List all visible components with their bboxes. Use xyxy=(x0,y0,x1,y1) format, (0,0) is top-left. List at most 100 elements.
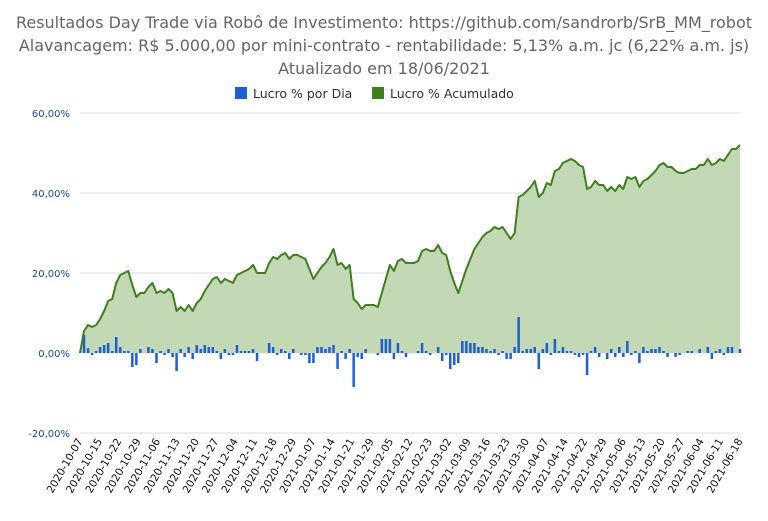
daily-bar xyxy=(493,349,496,353)
daily-bar xyxy=(489,351,492,353)
title-line-2: Alavancagem: R$ 5.000,00 por mini-contra… xyxy=(19,36,749,55)
daily-bar xyxy=(300,353,303,355)
daily-bar xyxy=(461,341,464,353)
daily-bar xyxy=(440,353,444,361)
daily-bar xyxy=(90,353,94,355)
daily-bar xyxy=(646,351,649,353)
daily-bar xyxy=(288,353,291,359)
daily-bar xyxy=(215,351,219,353)
accumulated-area xyxy=(80,145,740,353)
daily-bar xyxy=(465,341,468,353)
y-tick-label: 40,00% xyxy=(32,189,70,200)
daily-bar xyxy=(384,339,388,353)
daily-bar xyxy=(513,347,516,353)
legend: Lucro % por Dia Lucro % Acumulado xyxy=(235,86,514,101)
daily-bar xyxy=(123,351,126,353)
daily-bar xyxy=(738,349,742,353)
y-tick-label: 60,00% xyxy=(32,109,70,120)
legend-label-daily: Lucro % por Dia xyxy=(253,86,352,101)
daily-bar xyxy=(255,353,259,361)
daily-bar xyxy=(376,353,380,355)
daily-bar xyxy=(593,347,597,353)
daily-bar xyxy=(360,353,363,359)
daily-bar xyxy=(533,347,537,353)
daily-bar xyxy=(416,351,420,353)
daily-bar xyxy=(481,347,484,353)
daily-bar xyxy=(279,349,283,353)
daily-bar xyxy=(730,347,734,353)
daily-bar xyxy=(473,343,476,353)
daily-bar xyxy=(352,353,355,387)
daily-bar xyxy=(110,351,114,353)
daily-bar xyxy=(396,343,400,353)
daily-bar xyxy=(517,317,520,353)
daily-bar xyxy=(453,353,456,365)
daily-bar xyxy=(183,353,186,357)
daily-bar xyxy=(127,351,130,353)
daily-bar xyxy=(135,353,138,365)
daily-bar xyxy=(119,347,122,353)
daily-bar xyxy=(171,353,174,357)
accumulated-line-path xyxy=(79,144,741,354)
daily-bar xyxy=(231,353,235,355)
daily-bar xyxy=(573,353,577,355)
daily-bar xyxy=(654,349,657,353)
daily-bar xyxy=(436,347,440,353)
daily-bar xyxy=(340,351,343,353)
y-axis: -20,00% 0,00% 20,00% 40,00% 60,00% xyxy=(28,109,70,440)
daily-bar xyxy=(529,349,532,353)
daily-bar xyxy=(686,351,689,353)
legend-label-accumulated: Lucro % Acumulado xyxy=(390,86,514,101)
y-tick-label: -20,00% xyxy=(28,429,70,440)
daily-bar xyxy=(400,351,404,353)
daily-bar xyxy=(614,353,617,357)
daily-bar xyxy=(167,349,170,353)
daily-bar xyxy=(618,347,621,353)
daily-bar xyxy=(175,353,178,371)
title-line-3: Atualizado em 18/06/2021 xyxy=(278,59,490,78)
daily-bar xyxy=(348,349,351,353)
daily-bar xyxy=(332,345,335,353)
daily-bar xyxy=(420,343,424,353)
daily-bar xyxy=(239,351,243,353)
daily-bar xyxy=(585,353,589,375)
daily-bar xyxy=(203,345,207,353)
daily-bar xyxy=(380,339,384,353)
daily-bar xyxy=(634,351,637,353)
daily-bar xyxy=(662,351,665,353)
daily-bar xyxy=(304,353,307,355)
daily-bar xyxy=(609,349,613,353)
daily-bar xyxy=(505,353,508,359)
daily-bar xyxy=(94,351,98,353)
daily-bar xyxy=(525,349,528,353)
daily-bar xyxy=(275,353,279,355)
daily-bar xyxy=(199,349,202,353)
daily-bar xyxy=(320,347,323,353)
daily-bar xyxy=(626,341,629,353)
daily-bar xyxy=(549,353,553,355)
daily-bar xyxy=(235,345,239,353)
y-tick-label: 20,00% xyxy=(32,269,70,280)
daily-bar xyxy=(630,353,633,355)
daily-bar xyxy=(155,353,158,363)
daily-bar xyxy=(589,351,593,353)
daily-bar xyxy=(344,353,347,359)
daily-bar xyxy=(449,353,452,369)
daily-bar xyxy=(428,353,432,355)
daily-bar xyxy=(714,351,718,353)
daily-bar xyxy=(718,349,722,353)
daily-bar xyxy=(597,353,601,357)
daily-bar xyxy=(485,349,488,353)
daily-bar xyxy=(388,339,392,353)
daily-bar xyxy=(336,353,339,369)
daily-bar xyxy=(444,353,448,355)
daily-bar xyxy=(581,353,585,355)
daily-bar xyxy=(565,351,569,353)
daily-bar xyxy=(726,347,730,353)
daily-bar xyxy=(404,353,408,357)
x-axis: 2020-10-072020-10-152020-10-222020-10-29… xyxy=(45,436,746,495)
daily-bar xyxy=(163,353,166,355)
daily-bar xyxy=(497,353,500,355)
daily-bars xyxy=(82,317,742,387)
daily-bar xyxy=(622,353,625,357)
